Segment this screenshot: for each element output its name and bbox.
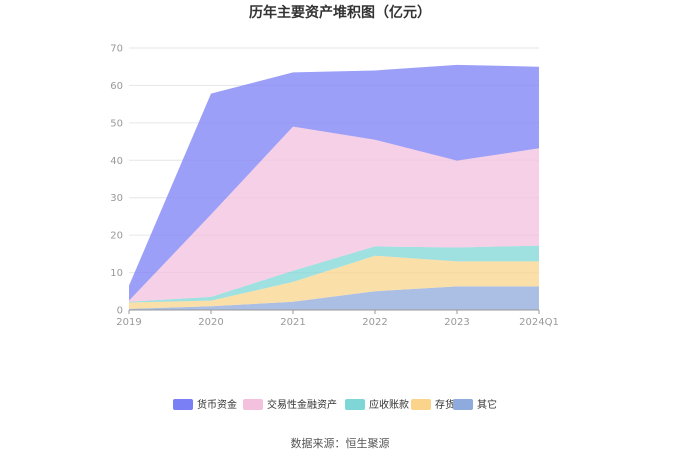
x-tick-label: 2020 — [198, 317, 223, 328]
area-1 — [129, 255, 539, 309]
legend-swatch — [453, 399, 473, 410]
legend-label: 应收账款 — [369, 398, 409, 411]
y-tick-label: 70 — [110, 44, 123, 55]
legend-item[interactable]: 货币资金 — [173, 398, 237, 411]
legend-item[interactable]: 其它 — [453, 398, 497, 411]
x-tick-label: 2019 — [116, 317, 141, 328]
legend-item[interactable]: 应收账款 — [345, 398, 409, 411]
area-0 — [129, 286, 539, 310]
x-tick-label: 2024Q1 — [519, 317, 559, 328]
legend-item[interactable]: 存货 — [411, 398, 455, 411]
area-4 — [129, 64, 539, 301]
chart-title: 历年主要资产堆积图（亿元） — [249, 4, 431, 21]
legend-label: 货币资金 — [197, 398, 237, 411]
legend: 货币资金 交易性金融资产 应收账款 存货 其它 — [173, 398, 497, 411]
legend-swatch — [411, 399, 431, 410]
x-tick-label: 2022 — [362, 317, 387, 328]
axes: 0 10 20 30 40 50 60 70 2019 2020 2021 2022 2023 2024Q… — [110, 44, 559, 329]
y-tick-label: 10 — [110, 268, 123, 279]
y-tick-label: 0 — [117, 306, 123, 317]
y-tick-label: 20 — [110, 231, 123, 242]
y-tick-label: 30 — [110, 193, 123, 204]
data-source: 数据来源：恒生聚源 — [291, 436, 390, 450]
legend-label: 其它 — [477, 398, 497, 411]
legend-label: 存货 — [435, 398, 455, 411]
y-tick-label: 60 — [110, 81, 123, 92]
x-tick-label: 2023 — [444, 317, 469, 328]
area-2 — [129, 245, 539, 303]
legend-label: 交易性金融资产 — [267, 398, 337, 411]
legend-swatch — [345, 399, 365, 410]
y-tick-label: 40 — [110, 156, 123, 167]
x-tick-label: 2021 — [280, 317, 305, 328]
area-3 — [129, 126, 539, 302]
legend-item[interactable]: 交易性金融资产 — [243, 398, 337, 411]
legend-swatch — [243, 399, 263, 410]
area-series — [129, 64, 539, 310]
y-tick-label: 50 — [110, 118, 123, 129]
legend-swatch — [173, 399, 193, 410]
